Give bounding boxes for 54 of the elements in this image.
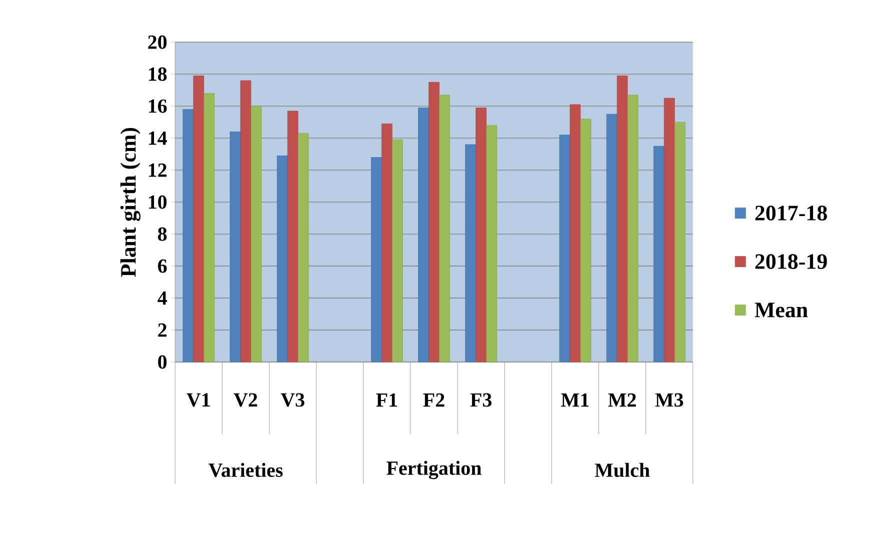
bar xyxy=(439,94,450,362)
bar xyxy=(616,76,628,362)
legend-label: 2017-18 xyxy=(755,206,827,220)
bar xyxy=(664,98,675,362)
bar xyxy=(182,109,194,362)
bar xyxy=(653,146,664,362)
y-tick-label: 0 xyxy=(158,355,167,369)
y-tick-label: 20 xyxy=(148,35,167,49)
bar xyxy=(627,94,638,362)
x-tick-label: M3 xyxy=(655,393,684,407)
y-tick-label: 10 xyxy=(148,195,167,209)
bar xyxy=(193,76,204,362)
x-tick-label: V1 xyxy=(186,393,210,407)
bar xyxy=(204,93,215,362)
bar xyxy=(486,125,497,362)
bar xyxy=(476,108,486,362)
bar xyxy=(674,122,686,362)
legend-label: Mean xyxy=(754,302,808,318)
bar xyxy=(230,132,241,362)
y-tick-label: 4 xyxy=(158,291,167,305)
bar xyxy=(240,80,252,362)
bar xyxy=(276,156,288,362)
x-tick-label: M1 xyxy=(561,393,589,407)
bar xyxy=(559,134,570,362)
y-tick-label: 16 xyxy=(148,99,167,113)
bar xyxy=(428,82,440,362)
x-tick-label: F3 xyxy=(470,393,492,407)
bar xyxy=(606,114,618,362)
x-tick-label: F2 xyxy=(423,393,444,407)
y-tick-label: 14 xyxy=(148,131,167,145)
bar xyxy=(371,157,382,362)
y-tick-label: 6 xyxy=(158,259,167,273)
y-axis-title: Plant girth (cm) xyxy=(120,128,140,277)
y-tick-label: 2 xyxy=(158,323,166,337)
text: Fertigation xyxy=(386,460,482,480)
bar xyxy=(570,104,581,362)
y-tick-label: 8 xyxy=(158,227,167,241)
text: Varieties xyxy=(208,462,283,477)
bar xyxy=(392,140,403,362)
bar xyxy=(580,118,592,362)
x-tick-label: F1 xyxy=(376,393,398,407)
x-tick-label: V3 xyxy=(280,393,304,407)
bar xyxy=(250,106,262,362)
y-tick-label: 18 xyxy=(148,67,167,81)
bar xyxy=(382,124,392,362)
y-tick-label: 12 xyxy=(148,163,166,177)
x-tick-label: M2 xyxy=(608,393,636,407)
bar xyxy=(418,108,429,362)
bar xyxy=(465,144,476,362)
text: Mulch xyxy=(594,462,650,477)
legend-label: 2018-19 xyxy=(755,254,827,269)
x-tick-label: V2 xyxy=(234,393,258,407)
bar xyxy=(287,110,298,362)
bar xyxy=(298,133,309,362)
